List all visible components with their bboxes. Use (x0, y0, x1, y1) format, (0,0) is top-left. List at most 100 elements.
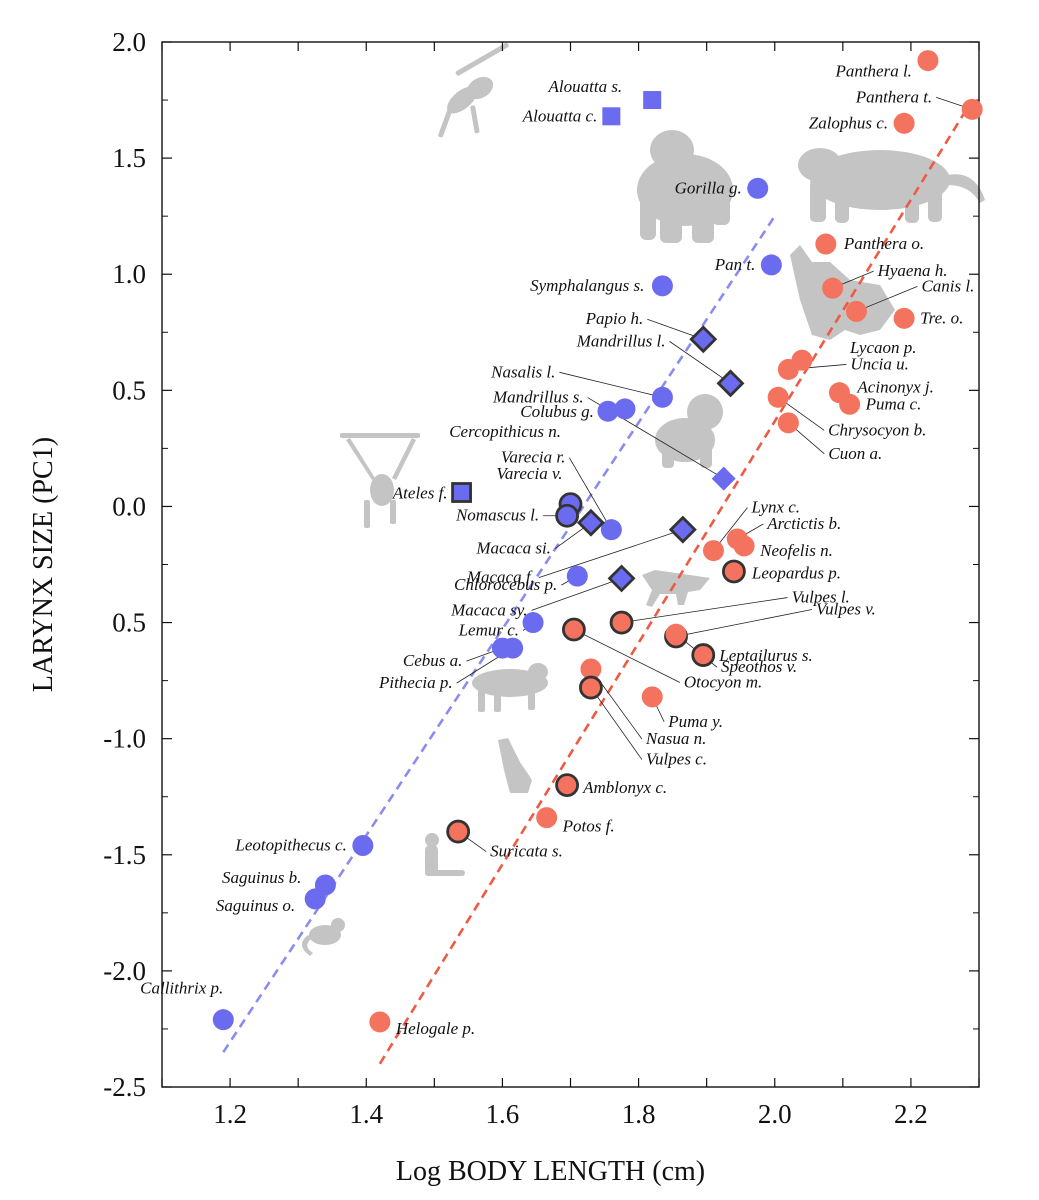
label-hyaena-h: Hyaena h. (877, 261, 948, 280)
label-acinonyx-j: Acinonyx j. (856, 378, 933, 397)
data-points (212, 50, 983, 1033)
label-potos-f: Potos f. (562, 817, 615, 836)
leader-vulpes-v (675, 609, 813, 637)
y-tick-label: 0.0 (112, 491, 146, 521)
label-saguinus-b: Saguinus b. (222, 868, 301, 887)
x-tick-label: 2.0 (758, 1099, 792, 1129)
point-helogale-p (369, 1011, 391, 1033)
leader-canis-l (856, 286, 918, 312)
point-vulpes-l (609, 610, 634, 635)
point-mandrillus-s (711, 466, 736, 491)
label-nasua-n: Nasua n. (645, 729, 706, 748)
label-saguinus-o: Saguinus o. (216, 896, 295, 915)
label-zalophus-c: Zalophus c. (809, 113, 888, 132)
point-zalophus-c (893, 112, 915, 134)
label-vulpes-c: Vulpes c. (646, 750, 707, 769)
point-mandrillus-l (716, 369, 745, 398)
point-pithecia-p (502, 637, 524, 659)
data-labels: Alouatta s. Alouatta c. Gorilla g. Pan t. Sy… (140, 62, 974, 1038)
animal-silhouettes (301, 42, 985, 956)
label-panthera-t: Panthera t. (855, 87, 933, 106)
label-leptailurus-s: Leptailurus s. (718, 646, 813, 665)
wolf-silhouette-icon (790, 245, 895, 340)
label-leotopithecus-c: Leotopithecus c. (234, 835, 346, 854)
marmoset-silhouette-icon (301, 918, 345, 956)
point-cuon-a (777, 412, 799, 434)
y-tick-label: -1.0 (103, 724, 146, 754)
point-leotopithecus-c (352, 834, 374, 856)
point-amblonyx-c (555, 773, 579, 798)
point-varecia-r (600, 519, 622, 541)
label-amblonyx-c: Amblonyx c. (582, 778, 667, 797)
point-macaca-si (576, 508, 605, 537)
point-neofelis-n (733, 535, 755, 557)
leader-nasalis-l (559, 371, 663, 398)
label-panthera-o: Panthera o. (843, 234, 924, 253)
point-otocyon-m (562, 617, 586, 642)
label-puma-y: Puma y. (667, 712, 723, 731)
point-panthera-l (917, 50, 939, 72)
y-tick-label: 1.5 (112, 143, 146, 173)
regression-lines (222, 99, 974, 1065)
label-varecia-v: Varecia v. (496, 464, 562, 483)
label-gorilla-g: Gorilla g. (675, 178, 742, 197)
label-symphalangus-s: Symphalangus s. (530, 276, 644, 295)
point-leopardus-p (722, 559, 746, 584)
x-axis-title: Log BODY LENGTH (cm) (396, 1156, 705, 1187)
label-vulpes-v: Vulpes v. (816, 599, 876, 618)
axes: 1.2 1.4 1.6 1.8 2.0 2.2 2.0 1.5 1.0 0.5 0.0 0.5 -1.0… (28, 27, 980, 1187)
y-tick-label: 0.5 (112, 608, 146, 638)
fox-silhouette-icon (642, 570, 710, 607)
label-leopardus-p: Leopardus p. (751, 563, 841, 582)
point-callithrix-p (212, 1009, 234, 1031)
point-ateles-f (451, 482, 472, 503)
point-macaca-sy (607, 564, 636, 593)
label-pan-t: Pan t. (714, 255, 756, 274)
label-canis-l: Canis l. (921, 276, 974, 295)
y-tick-label: 0.5 (112, 375, 146, 405)
label-nomascus-l: Nomascus l. (455, 506, 539, 525)
point-puma-y (641, 686, 663, 708)
point-pan-t (760, 254, 782, 276)
label-nasalis-l: Nasalis l. (490, 362, 555, 381)
point-canis-l (845, 300, 867, 322)
label-lynx-c: Lynx c. (750, 498, 800, 517)
label-cebus-a: Cebus a. (403, 651, 463, 670)
x-tick-label: 1.6 (486, 1099, 520, 1129)
point-nomascus-l (555, 503, 579, 528)
leader-macaca-f (538, 529, 683, 579)
point-alouatta-s (643, 91, 662, 110)
leader-varecia-r (569, 457, 612, 530)
y-tick-label: 2.0 (112, 27, 146, 57)
point-macaca-f (668, 515, 697, 544)
label-lycaon-p: Lycaon p. (849, 338, 917, 357)
label-vulpes-l: Vulpes l. (792, 588, 850, 607)
point-papio-h (689, 325, 718, 354)
x-tick-label: 1.4 (349, 1099, 383, 1129)
x-tick-label: 2.2 (894, 1099, 928, 1129)
label-tre-o: Tre. o. (920, 308, 963, 327)
point-cercopithicus-n (614, 398, 636, 420)
y-tick-label: 1.0 (112, 259, 146, 289)
point-speothos-v (665, 623, 687, 645)
point-puma-c (839, 393, 861, 415)
label-pithecia-p: Pithecia p. (378, 673, 453, 692)
label-speothos-v: Speothos v. (721, 657, 797, 676)
label-chlorocebus-p: Chlorocebus p. (454, 575, 557, 594)
point-lemur-c (522, 612, 544, 634)
otter-silhouette-icon (498, 738, 532, 793)
point-saguinus-o (304, 888, 326, 910)
label-otocyon-m: Otocyon m. (684, 673, 762, 692)
point-tre-o (893, 307, 915, 329)
y-tick-label: -2.5 (103, 1072, 146, 1102)
carnivores-fit-line (378, 99, 974, 1065)
label-uncia-u: Uncia u. (850, 354, 909, 373)
point-panthera-o (815, 233, 837, 255)
point-chrysocyon-b (767, 386, 789, 408)
label-mandrillus-s: Mandrillus s. (492, 388, 584, 407)
label-arctictis-b: Arctictis b. (766, 514, 841, 533)
point-symphalangus-s (651, 275, 673, 297)
y-tick-label: -1.5 (103, 840, 146, 870)
x-tick-label: 1.8 (622, 1099, 656, 1129)
